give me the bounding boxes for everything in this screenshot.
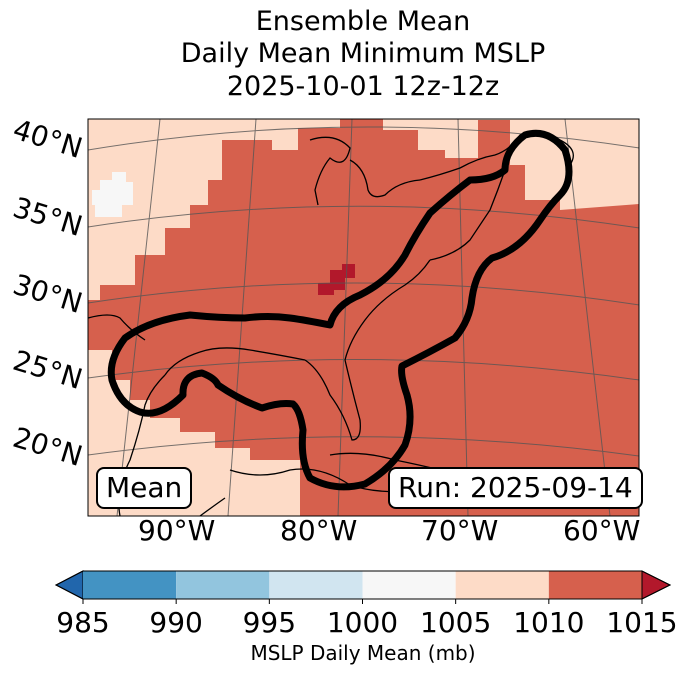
colorbar-tick-1000: 1000: [326, 606, 399, 639]
field-main: [88, 119, 639, 516]
colorbar-swatch-990: [176, 571, 270, 599]
mean-label-box: Mean: [96, 467, 193, 509]
field-low-patch: [92, 172, 133, 217]
graticule: [87, 118, 640, 517]
lon-label-90w: 90°W: [138, 514, 216, 547]
colorbar-label: MSLP Daily Mean (mb): [250, 641, 476, 665]
colorbar-swatch-995: [269, 571, 363, 599]
field-high-patch: [318, 264, 355, 295]
coastlines: [87, 130, 574, 517]
colorbar-swatch-985: [83, 571, 177, 599]
colorbar-swatch-1010: [548, 571, 642, 599]
colorbar-tick-985: 985: [56, 606, 110, 639]
title-line-2: Daily Mean Minimum MSLP: [180, 38, 546, 69]
colorbar-tick-995: 995: [242, 606, 297, 639]
mslp-contour: [107, 129, 573, 491]
colorbar-tick-1015: 1015: [606, 606, 678, 639]
colorbar-swatch-1005: [455, 571, 549, 599]
colorbar-swatch-1000: [362, 571, 456, 599]
colorbar-tick-990: 990: [149, 606, 203, 639]
title-line-3: 2025-10-01 12z-12z: [226, 71, 500, 102]
colorbar-tick-1005: 1005: [420, 606, 492, 639]
lon-label-60w: 60°W: [563, 514, 641, 547]
map-frame: [87, 118, 640, 517]
colorbar-tick-1010: 1010: [513, 606, 585, 639]
colorbar-under-arrow: [54, 570, 84, 600]
run-date-box: Run: 2025-09-14: [388, 467, 643, 509]
colorbar-frame: [54, 570, 672, 600]
colorbar-over-arrow: [641, 570, 672, 600]
lon-label-80w: 80°W: [280, 514, 358, 547]
lon-label-70w: 70°W: [421, 514, 499, 547]
title-line-1: Ensemble Mean: [255, 6, 471, 37]
map-panel: [87, 118, 640, 517]
